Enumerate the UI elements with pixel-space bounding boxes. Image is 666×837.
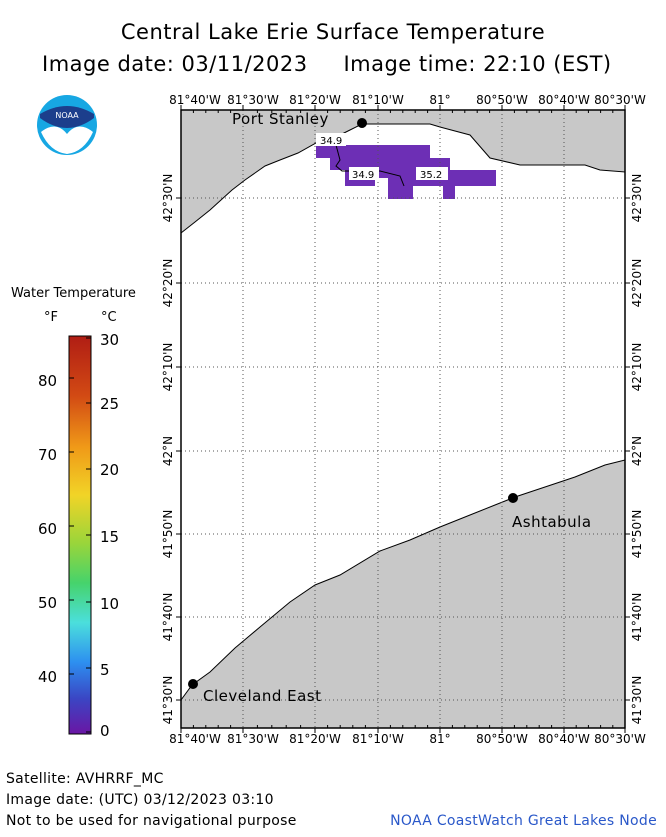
c-label-25: 25 <box>100 395 120 413</box>
ashtabula-label: Ashtabula <box>512 513 592 531</box>
lon-label-bottom: 81°10'W <box>352 732 404 746</box>
lon-label-top: 81° <box>429 93 450 107</box>
lon-label-bottom: 81°30'W <box>227 732 279 746</box>
legend-unit-c: °C <box>101 310 117 325</box>
f-label-80: 80 <box>38 372 58 390</box>
lon-label-bottom: 81°40'W <box>169 732 221 746</box>
lon-label-top: 80°30'W <box>594 93 646 107</box>
page-title: Central Lake Erie Surface Temperature <box>120 20 546 44</box>
f-label-40: 40 <box>38 668 58 686</box>
port-stanley-label: Port Stanley <box>232 110 329 128</box>
legend-title: Water Temperature <box>11 286 136 301</box>
c-label-5: 5 <box>100 661 110 679</box>
lon-label-top: 81°20'W <box>289 93 341 107</box>
f-label-50: 50 <box>38 594 58 612</box>
lon-label-bottom: 81° <box>429 732 450 746</box>
c-label-30: 30 <box>100 331 120 349</box>
lon-label-top: 81°10'W <box>352 93 404 107</box>
lon-label-bottom: 81°20'W <box>289 732 341 746</box>
lon-label-bottom: 80°30'W <box>594 732 646 746</box>
noaa-logo: NOAA <box>36 94 98 156</box>
contour-label-1: 34.9 <box>316 133 346 147</box>
ohio-land <box>180 459 626 729</box>
lon-label-bottom: 80°40'W <box>538 732 590 746</box>
lon-label-top: 80°50'W <box>476 93 528 107</box>
port-stanley-marker <box>357 118 367 128</box>
ashtabula-marker <box>508 493 518 503</box>
lat-label-right: 42°30'N <box>630 174 644 223</box>
legend-unit-f: °F <box>44 310 58 325</box>
lon-label-bottom: 80°50'W <box>476 732 528 746</box>
footer-satellite: Satellite: AVHRRF_MC <box>6 771 164 787</box>
c-label-15: 15 <box>100 528 120 546</box>
c-label-10: 10 <box>100 595 120 613</box>
c-label-20: 20 <box>100 461 120 479</box>
footer-disclaimer: Not to be used for navigational purpose <box>6 813 297 829</box>
f-label-70: 70 <box>38 446 58 464</box>
cleveland-east-marker <box>188 679 198 689</box>
lat-label-left: 42°20'N <box>161 259 175 308</box>
contour-label-2: 34.9 <box>349 167 379 181</box>
lat-label-right: 41°50'N <box>630 510 644 559</box>
lon-label-top: 81°40'W <box>169 93 221 107</box>
lat-label-left: 42°10'N <box>161 343 175 392</box>
lat-label-right: 41°30'N <box>630 676 644 725</box>
lat-label-left: 42°30'N <box>161 174 175 223</box>
noaa-logo-text: NOAA <box>55 111 79 120</box>
lat-label-right: 41°40'N <box>630 593 644 642</box>
image-date-line: Image date: 03/11/2023 Image time: 22:10… <box>42 52 612 76</box>
cold-water-patch <box>316 144 496 199</box>
svg-text:34.9: 34.9 <box>320 136 342 147</box>
lon-label-top: 81°30'W <box>227 93 279 107</box>
lat-label-left: 41°50'N <box>161 510 175 559</box>
svg-text:34.9: 34.9 <box>352 170 374 181</box>
lat-label-right: 42°10'N <box>630 343 644 392</box>
contour-label-3: 35.2 <box>416 167 448 181</box>
footer-credit: NOAA CoastWatch Great Lakes Node <box>390 813 657 829</box>
c-label-0: 0 <box>100 722 110 740</box>
colorbar <box>68 335 92 735</box>
footer-utc-date: Image date: (UTC) 03/12/2023 03:10 <box>6 792 274 808</box>
lat-label-right: 42°20'N <box>630 259 644 308</box>
lat-label-right: 42°N <box>630 436 644 466</box>
lat-label-left: 41°40'N <box>161 593 175 642</box>
f-label-60: 60 <box>38 520 58 538</box>
lat-label-left: 41°30'N <box>161 676 175 725</box>
lon-label-top: 80°40'W <box>538 93 590 107</box>
cleveland-east-label: Cleveland East <box>203 687 322 705</box>
svg-text:35.2: 35.2 <box>420 170 442 181</box>
lat-label-left: 42°N <box>161 436 175 466</box>
